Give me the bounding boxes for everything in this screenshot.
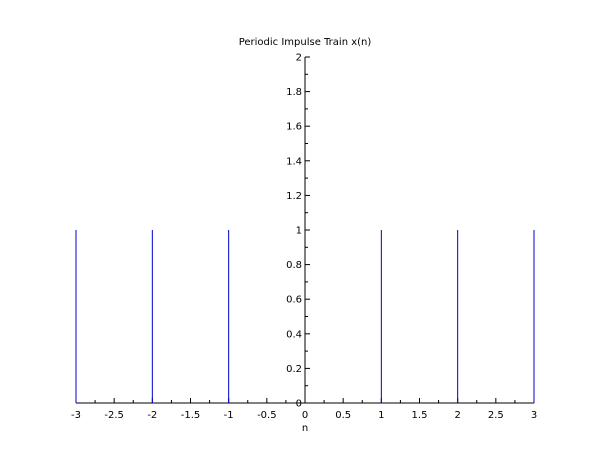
x-tick-label: 2 — [454, 410, 460, 421]
x-tick-label: -2 — [147, 410, 157, 421]
chart-title: Periodic Impulse Train x(n) — [239, 37, 372, 48]
y-tick-label: 0.8 — [286, 260, 302, 271]
x-tick-label: 0 — [302, 410, 308, 421]
y-tick-label: 1.4 — [286, 156, 302, 167]
y-tick-label: 1.2 — [286, 191, 302, 202]
y-tick-label: 1 — [296, 226, 302, 237]
y-tick-label: 0.2 — [286, 364, 302, 375]
y-axis: 0 0.2 0.4 0.6 0.8 1 1.2 1.4 1.6 1.8 2 — [286, 53, 310, 410]
x-tick-label: -0.5 — [257, 410, 277, 421]
y-tick-label: 0 — [296, 399, 302, 410]
y-tick-label: 2 — [296, 53, 302, 64]
x-axis: -3 -2.5 -2 -1.5 -1 -0.5 0 0.5 1 1.5 2 2.5 3 — [71, 398, 537, 421]
x-tick-label: -2.5 — [104, 410, 124, 421]
y-tick-label: 1.6 — [286, 122, 302, 133]
y-tick-label: 0.6 — [286, 295, 302, 306]
y-tick-label: 1.8 — [286, 87, 302, 98]
stem-series — [75, 230, 535, 403]
x-tick-label: -3 — [71, 410, 81, 421]
x-tick-label: 1.5 — [412, 410, 428, 421]
x-tick-label: 3 — [531, 410, 537, 421]
x-axis-label: n — [302, 423, 308, 434]
x-tick-label: -1 — [224, 410, 234, 421]
y-tick-label: 0.4 — [286, 329, 302, 340]
x-tick-label: -1.5 — [181, 410, 201, 421]
x-tick-label: 1 — [378, 410, 384, 421]
x-tick-label: 0.5 — [335, 410, 351, 421]
x-tick-label: 2.5 — [488, 410, 504, 421]
